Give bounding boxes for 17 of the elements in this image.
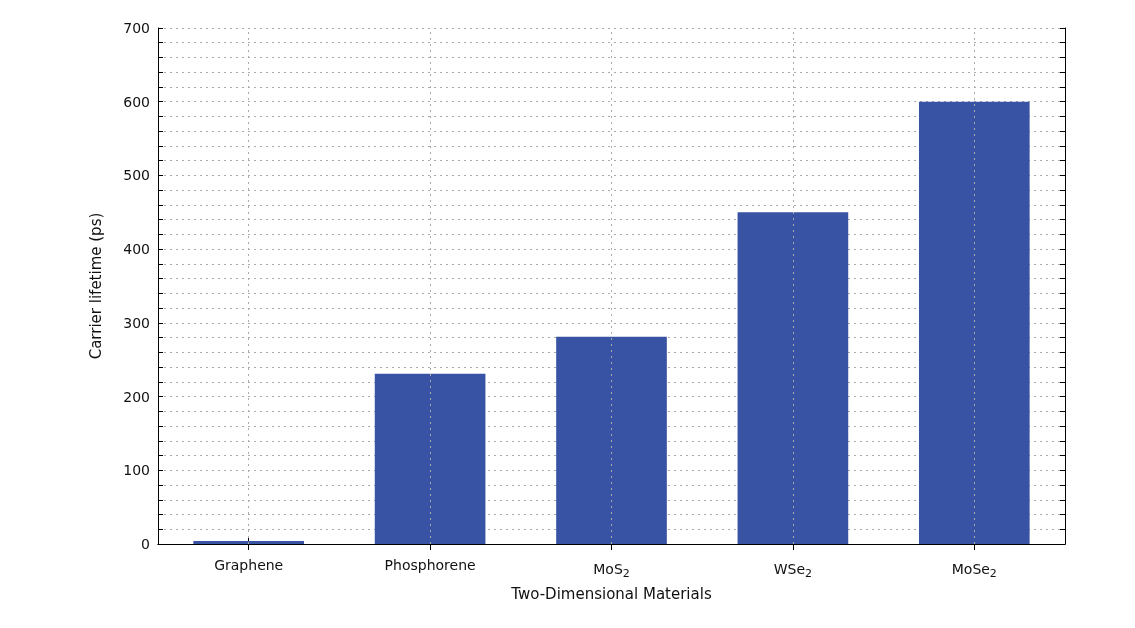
x-axis-title: Two-Dimensional Materials	[510, 584, 712, 603]
x-tick-label: Phosphorene	[384, 557, 476, 573]
bar	[556, 336, 667, 544]
y-tick-label: 300	[123, 314, 150, 331]
y-tick-label: 600	[123, 93, 150, 110]
bar	[374, 373, 486, 544]
x-tick-label: Graphene	[214, 557, 284, 573]
bar	[193, 541, 305, 544]
y-tick-label: 100	[123, 462, 150, 479]
y-axis-title: Carrier lifetime (ps)	[86, 212, 105, 360]
y-tick-label: 200	[123, 388, 150, 405]
y-tick-label: 500	[123, 167, 150, 184]
bar	[737, 212, 849, 544]
y-tick-label: 0	[141, 536, 150, 552]
y-tick-label: 700	[123, 20, 150, 36]
y-tick-label: 400	[123, 241, 150, 258]
bar	[918, 101, 1030, 544]
